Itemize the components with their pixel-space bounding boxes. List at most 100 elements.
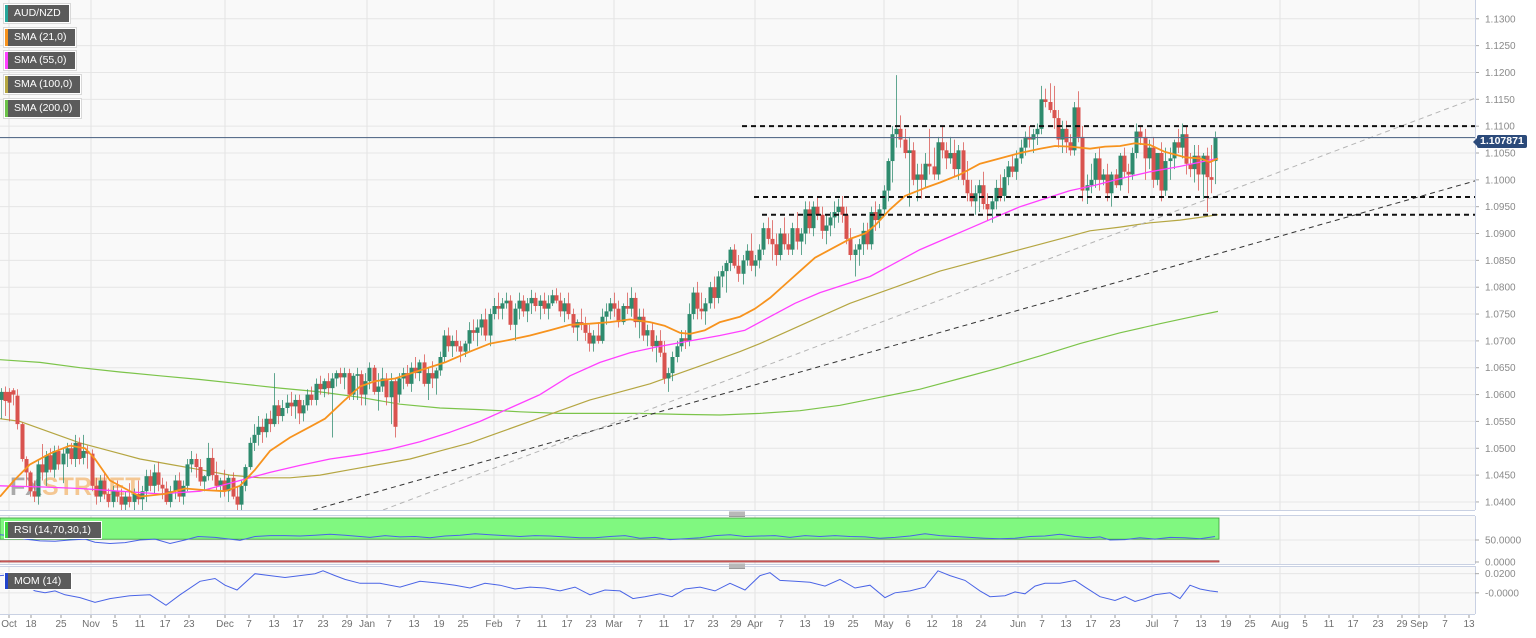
mom-tick-label: -0.0000 — [1485, 588, 1519, 599]
candle-body — [749, 250, 754, 266]
candle-body — [1089, 179, 1094, 186]
candle — [761, 222, 766, 255]
candle — [666, 367, 671, 392]
candle — [956, 144, 961, 180]
x-tick-label: 13 — [799, 619, 811, 630]
candle — [903, 128, 908, 159]
candle-body — [409, 367, 414, 384]
candle-body — [393, 381, 398, 427]
candle — [479, 314, 484, 336]
candle-body — [848, 238, 853, 255]
candle-body — [177, 480, 182, 497]
candle — [774, 233, 779, 266]
candle — [952, 139, 957, 178]
candle-body — [156, 472, 161, 485]
candle-body — [558, 300, 563, 312]
candle-body — [226, 477, 231, 492]
legend-sma100[interactable]: SMA (100,0) — [4, 75, 82, 95]
candle-body — [736, 265, 741, 274]
support-trendline — [312, 180, 1475, 510]
candle — [488, 308, 493, 347]
candle-body — [102, 480, 107, 494]
candle-body — [625, 306, 630, 309]
rsi-label[interactable]: RSI (14,70,30,1) — [4, 521, 103, 539]
candle — [322, 378, 327, 398]
candle — [0, 388, 4, 419]
x-tick-label: 13 — [1195, 619, 1207, 630]
candle-body — [529, 297, 534, 304]
candle-body — [1031, 134, 1036, 140]
candle — [861, 222, 866, 255]
candle — [1155, 153, 1160, 186]
candle — [782, 217, 787, 250]
mom-label[interactable]: MOM (14) — [4, 572, 73, 590]
candle-body — [69, 448, 74, 459]
x-tick-label: 7 — [778, 619, 784, 630]
candle-body — [36, 464, 41, 497]
legend-symbol[interactable]: AUD/NZD — [4, 4, 70, 23]
candle-body — [683, 338, 688, 341]
candles — [0, 75, 1218, 510]
candle — [384, 373, 389, 406]
pane-resize-handle[interactable] — [729, 563, 745, 569]
current-price-badge: 1.107871 — [1473, 135, 1527, 148]
candle-body — [496, 306, 501, 309]
legend-sma55[interactable]: SMA (55,0) — [4, 51, 76, 71]
candle-body — [239, 485, 244, 505]
x-tick-label: 7 — [246, 619, 252, 630]
x-tick-label: 13 — [1060, 619, 1072, 630]
time-axis: Oct 18 25 Nov 5 11 17 23 Dec 7 13 17 23 29 Jan 7 13 19 25 F… — [1, 615, 1475, 630]
candle-body — [338, 373, 343, 378]
candle-body — [264, 418, 269, 433]
candle — [1085, 174, 1090, 204]
candle — [467, 322, 472, 352]
rsi-overbought-band — [0, 517, 1220, 540]
candle-body — [712, 287, 717, 298]
candle — [542, 292, 547, 315]
legend-sma200[interactable]: SMA (200,0) — [4, 98, 82, 118]
candle — [538, 295, 543, 320]
x-tick-label: Apr — [747, 619, 763, 630]
candle — [1205, 147, 1210, 213]
candle-body — [44, 455, 49, 473]
candle-body — [691, 292, 696, 315]
candle — [886, 158, 891, 202]
candle — [994, 179, 999, 210]
y-tick-label: 1.0650 — [1485, 363, 1516, 374]
candle-body — [48, 455, 53, 470]
candle-body — [882, 190, 887, 210]
candle — [621, 303, 626, 325]
candle — [1109, 171, 1114, 207]
x-tick-label: 11 — [1324, 619, 1335, 630]
candle-body — [820, 214, 825, 231]
candle-body — [442, 335, 447, 357]
x-tick-label: 25 — [457, 619, 469, 630]
candle — [156, 461, 161, 492]
candle-body — [616, 308, 621, 323]
candle — [882, 185, 887, 215]
x-tick-label: 17 — [159, 619, 171, 630]
candle — [720, 265, 725, 288]
candle — [127, 483, 132, 508]
y-tick-label: 1.0450 — [1485, 471, 1516, 482]
candle-body — [790, 228, 795, 250]
candle — [289, 391, 294, 417]
candle — [1027, 126, 1032, 148]
candle-body — [1180, 134, 1185, 148]
candle-body — [778, 233, 783, 255]
candle — [32, 480, 37, 502]
candle-body — [32, 491, 37, 497]
candle — [1138, 126, 1143, 145]
candle — [736, 255, 741, 282]
x-tick-label: 12 — [926, 619, 938, 630]
pane-resize-handle[interactable] — [729, 511, 745, 517]
legend-swatch-icon — [5, 99, 8, 117]
x-tick-label: 7 — [386, 619, 392, 630]
candle-body — [654, 340, 659, 347]
candle-body — [932, 166, 937, 175]
x-tick-label: 29 — [730, 619, 742, 630]
legend-sma21[interactable]: SMA (21,0) — [4, 27, 76, 47]
candle — [442, 330, 447, 363]
candle-body — [1101, 174, 1106, 180]
